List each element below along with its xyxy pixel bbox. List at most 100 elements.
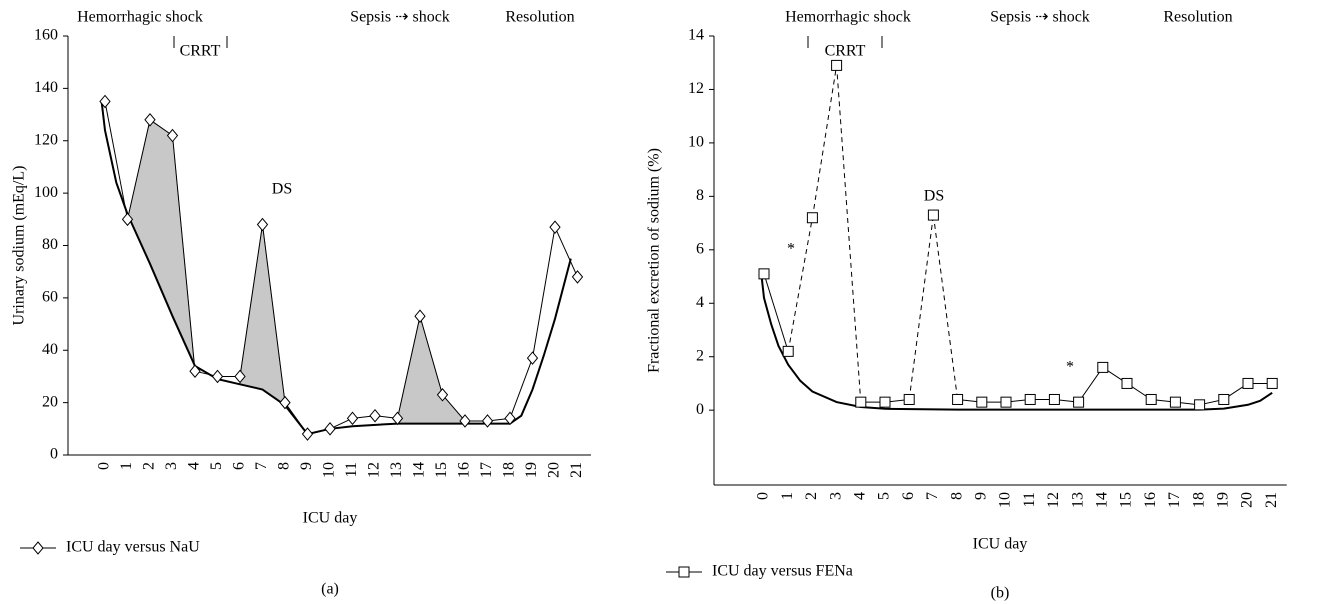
x-tick-label: 15: [1118, 492, 1135, 508]
x-tick-label: 9: [298, 462, 315, 470]
y-tick-label: 80: [42, 236, 58, 253]
line-segment: [763, 273, 789, 352]
x-tick-label: 13: [1069, 492, 1086, 508]
data-point: [504, 411, 516, 426]
x-tick-label: 20: [1239, 492, 1256, 508]
x-tick-label: 16: [1142, 492, 1159, 508]
data-point: [1218, 393, 1230, 405]
data-point: [144, 113, 156, 127]
legend-marker: [678, 566, 690, 578]
x-tick-label: 18: [1190, 492, 1207, 508]
data-point: [549, 220, 561, 234]
x-tick-label: 10: [997, 492, 1014, 508]
phase-label: Hemorrhagic shock: [785, 9, 911, 26]
data-point: [211, 369, 224, 384]
x-tick-label: 4: [186, 462, 203, 470]
data-point: [436, 387, 449, 402]
y-tick-label: 0: [50, 446, 58, 463]
y-tick-label: 60: [42, 289, 58, 306]
line-segment: [787, 217, 813, 352]
x-tick-label: 13: [388, 462, 405, 478]
data-point: [459, 414, 471, 428]
line-segment: [172, 135, 196, 372]
x-axis-title: ICU day: [973, 536, 1028, 553]
x-tick-label: 14: [1093, 492, 1110, 508]
data-point: [256, 217, 269, 232]
shaded-area: [239, 224, 286, 406]
y-tick-label: 10: [688, 134, 704, 151]
panel-label: (a): [321, 581, 339, 598]
x-tick-label: 3: [163, 462, 180, 470]
line-segment: [442, 394, 466, 422]
data-point: [324, 422, 336, 436]
data-point: [1024, 393, 1036, 405]
data-point: [1121, 377, 1133, 389]
x-tick-label: 12: [366, 462, 383, 478]
data-point: [234, 369, 246, 384]
data-point: [346, 411, 359, 426]
annotation: CRRT: [825, 43, 866, 60]
data-point: [414, 309, 426, 323]
data-point: [301, 427, 314, 441]
x-tick-label: 18: [501, 462, 518, 478]
annotation: CRRT: [180, 43, 221, 60]
line-segment: [284, 402, 308, 435]
x-tick-label: 7: [924, 492, 941, 500]
y-tick-label: 8: [696, 187, 704, 204]
data-point: [99, 94, 111, 109]
trend-curve: [760, 276, 1273, 411]
data-point: [855, 396, 867, 408]
data-point: [279, 395, 291, 410]
data-point: [1097, 361, 1109, 373]
x-tick-label: 21: [1263, 492, 1280, 508]
data-point: [903, 393, 915, 405]
phase-label: Resolution: [1163, 9, 1232, 26]
shaded-area: [127, 119, 196, 372]
line-segment: [127, 119, 151, 220]
data-point: [1073, 396, 1085, 408]
y-tick-label: 0: [696, 401, 704, 418]
annotation: *: [1066, 359, 1074, 376]
panel-label: (b): [991, 585, 1010, 602]
x-tick-label: 19: [523, 462, 540, 478]
x-tick-label: 0: [755, 492, 772, 500]
legend-label: ICU day versus NaU: [66, 539, 200, 556]
phase-label: Sepsis ⇢ shock: [350, 9, 450, 26]
line-segment: [836, 65, 862, 403]
x-tick-label: 6: [900, 492, 917, 500]
data-point: [391, 411, 404, 426]
y-tick-label: 140: [34, 79, 58, 96]
data-point: [571, 270, 584, 284]
line-segment: [104, 101, 128, 220]
data-point: [189, 364, 201, 378]
data-point: [369, 408, 381, 423]
data-point: [1194, 399, 1206, 411]
line-segment: [554, 226, 578, 278]
data-point: [758, 268, 770, 280]
x-tick-label: 1: [118, 462, 135, 470]
x-tick-label: 6: [231, 462, 248, 470]
x-tick-label: 8: [948, 492, 965, 500]
line-segment: [509, 357, 533, 419]
line-segment: [811, 65, 838, 218]
x-tick-label: 12: [1045, 492, 1062, 508]
data-point: [121, 212, 134, 227]
data-point: [879, 396, 891, 408]
annotation: DS: [272, 181, 292, 198]
x-tick-label: 1: [779, 492, 796, 500]
y-tick-label: 100: [34, 184, 58, 201]
y-axis-title: Urinary sodium (mEq/L): [11, 166, 28, 326]
x-tick-label: 8: [276, 462, 293, 470]
x-tick-label: 21: [568, 462, 585, 478]
x-tick-label: 10: [321, 462, 338, 478]
x-tick-label: 11: [343, 462, 360, 477]
x-tick-label: 20: [546, 462, 563, 478]
data-point: [481, 414, 494, 428]
x-tick-label: 11: [1021, 492, 1038, 507]
x-tick-label: 5: [876, 492, 893, 500]
data-point: [1048, 393, 1060, 405]
data-point: [526, 351, 539, 365]
